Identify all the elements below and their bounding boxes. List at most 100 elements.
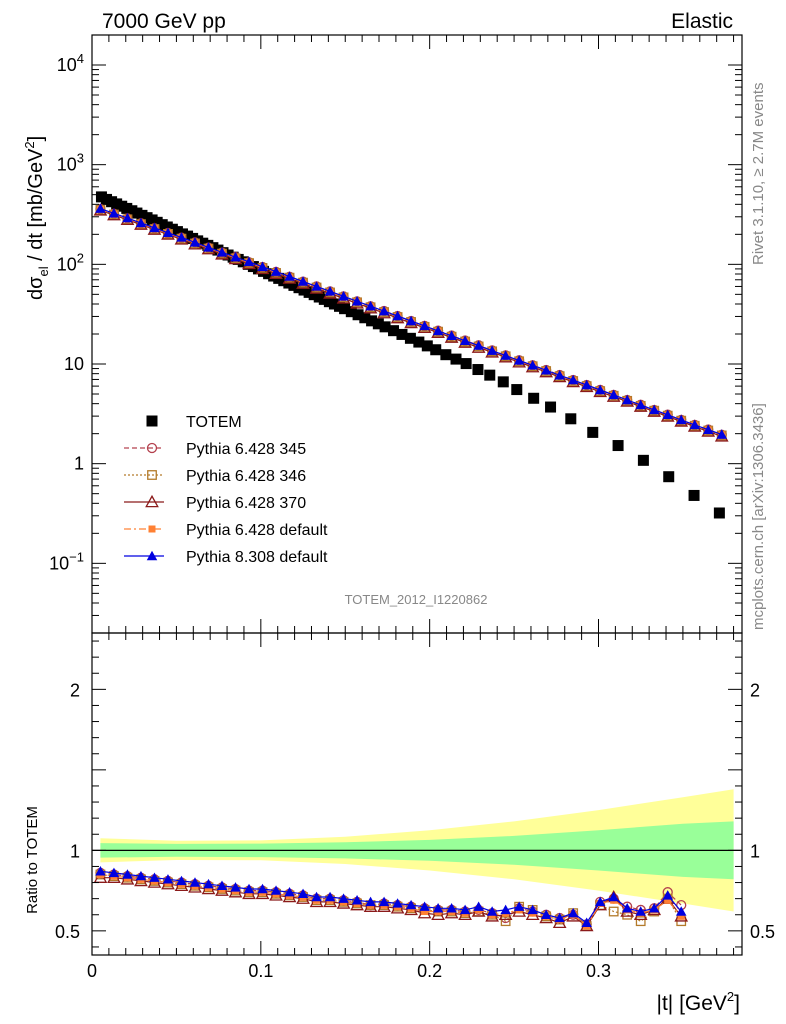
ratio-point-p8def (122, 869, 133, 879)
ratio-point-p8def (284, 886, 295, 897)
ratio-y-tick-label: 0.5 (55, 922, 80, 942)
point-totem (366, 315, 378, 327)
point-p8def (473, 340, 484, 350)
point-p8def (554, 370, 565, 380)
point-totem (440, 349, 452, 361)
point-totem (413, 336, 425, 348)
ratio-point-p346 (500, 916, 511, 927)
point-p8def (338, 291, 349, 301)
main-panel: 10−1 1 10 102 103 104 (49, 34, 743, 955)
point-totem (396, 328, 408, 340)
x-tick-label: 0.2 (417, 961, 442, 981)
point-p8def (216, 247, 228, 257)
ratio-point-p6def (421, 908, 429, 916)
header-left-title: 7000 GeV pp (102, 10, 226, 33)
point-p8def (486, 345, 498, 355)
point-totem (460, 358, 472, 370)
ratio-y-tick-label: 1 (70, 841, 80, 861)
ratio-point-p8def (432, 903, 444, 913)
legend-entry-p6def: Pythia 6.428 default (124, 522, 328, 539)
point-totem (528, 392, 540, 404)
point-p8def (459, 335, 471, 345)
ratio-point-p8def (486, 906, 498, 916)
point-p8def (446, 330, 457, 340)
point-totem (379, 321, 391, 333)
point-totem (688, 489, 700, 501)
ratio-point-p8def (297, 888, 309, 899)
legend-marker-p370 (145, 494, 159, 508)
ratio-point-p8def (459, 904, 471, 915)
legend-marker-totem (146, 415, 158, 427)
ratio-point-p8def (554, 912, 565, 923)
point-p8def (162, 227, 174, 238)
x-tick-label: 0.3 (586, 961, 611, 981)
point-totem (587, 426, 599, 438)
legend-label-p345: Pythia 6.428 345 (186, 441, 306, 458)
point-totem (565, 413, 577, 425)
point-totem (663, 471, 675, 483)
point-totem (511, 384, 523, 396)
legend-label-totem: TOTEM (186, 414, 242, 431)
ratio-point-p8def (608, 891, 619, 902)
ratio-y-tick-label-right: 1 (750, 841, 760, 861)
y-tick-label: 102 (57, 250, 84, 274)
y-tick-label: 10 (64, 354, 84, 374)
point-p8def (365, 300, 376, 311)
point-p8def (378, 305, 390, 316)
legend-label-p346: Pythia 6.428 346 (186, 468, 306, 485)
ratio-point-p8def (365, 896, 376, 907)
point-p8def (513, 355, 525, 365)
point-p8def (500, 350, 511, 360)
point-p8def (203, 242, 214, 252)
point-p8def (662, 409, 673, 420)
ratio-point-p346 (608, 906, 619, 917)
point-p8def (675, 414, 687, 425)
ratio-point-p8def (378, 896, 390, 907)
point-p8def (716, 429, 727, 439)
ratio-point-p346 (635, 916, 646, 927)
legend-marker-p346 (147, 470, 157, 480)
mcplots-label: mcplots.cern.ch [arXiv:1306.3436] (750, 403, 767, 630)
point-p8def (527, 360, 538, 370)
point-totem (637, 454, 649, 466)
point-p8def (230, 251, 241, 262)
legend: TOTEM Pythia 6.428 345 Pythia 6.428 346 Pyt… (124, 414, 328, 566)
legend-marker-p345 (146, 442, 158, 454)
point-p8def (176, 232, 187, 242)
point-p8def (419, 320, 430, 331)
ratio-point-p8def (635, 906, 646, 916)
ratio-point-p8def (95, 866, 106, 876)
x-tick-label: 0 (87, 961, 97, 981)
ratio-y-tick-label-right: 2 (750, 680, 760, 700)
point-p8def (594, 384, 606, 395)
series-p8def (95, 203, 727, 439)
point-p8def (189, 237, 201, 247)
point-p8def (702, 424, 714, 434)
y-tick-label: 103 (57, 151, 84, 175)
ratio-point-p8def (189, 877, 201, 887)
legend-entry-p345: Pythia 6.428 345 (124, 441, 306, 458)
point-p8def (311, 281, 322, 291)
point-totem (359, 312, 371, 324)
point-p8def (243, 256, 255, 267)
ratio-point-p8def (351, 895, 363, 905)
point-totem (345, 306, 357, 318)
y-tick-label: 104 (57, 51, 84, 75)
ratio-point-p6def (664, 896, 672, 904)
point-totem (372, 318, 384, 330)
point-p8def (284, 271, 295, 281)
rivet-version-label: Rivet 3.1.10, ≥ 2.7M events (750, 83, 767, 266)
legend-label-p8def: Pythia 8.308 default (186, 549, 328, 566)
ratio-point-p8def (648, 903, 660, 913)
ratio-y-axis-label: Ratio to TOTEM (24, 806, 41, 914)
legend-label-p370: Pythia 6.428 370 (186, 495, 306, 512)
ratio-point-p8def (419, 901, 430, 911)
point-totem (404, 332, 416, 344)
ratio-point-p8def (527, 904, 538, 915)
point-p8def (648, 404, 660, 415)
ratio-point-p8def (108, 867, 120, 878)
x-tick-label: 0.1 (248, 961, 273, 981)
y-tick-label: 10−1 (49, 549, 84, 573)
point-totem (713, 507, 725, 519)
